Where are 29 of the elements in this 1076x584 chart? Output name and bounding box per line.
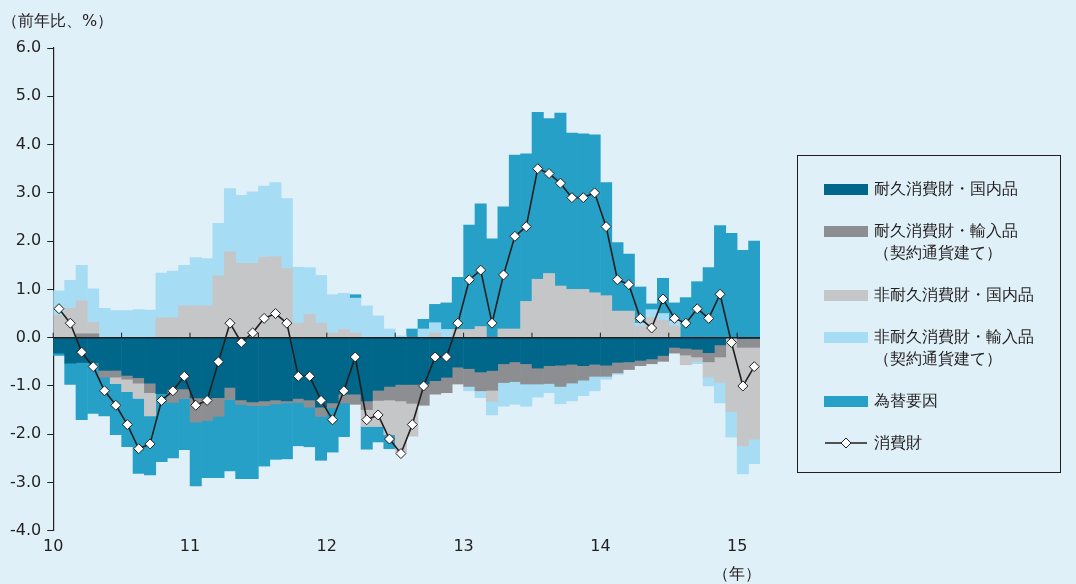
y-tick-label: -3.0 — [10, 471, 42, 491]
legend-label: 消費財 — [874, 432, 923, 454]
bar — [349, 294, 362, 299]
y-tick-label: 0.0 — [15, 326, 42, 346]
y-tick-label: -1.0 — [10, 375, 42, 395]
y-tick-label: 6.0 — [15, 37, 42, 57]
x-axis-title: （年） — [713, 564, 762, 584]
x-tick-label: 12 — [316, 535, 337, 555]
y-axis-title: （前年比、%） — [2, 11, 114, 31]
x-tick-label: 11 — [179, 535, 201, 555]
x-tick-label: 14 — [590, 535, 611, 555]
legend-label: 耐久消費財・国内品 — [874, 178, 1019, 200]
legend-label: 非耐久消費財・輸入品（契約通貨建て） — [874, 326, 1035, 370]
y-tick-label: 1.0 — [15, 278, 42, 298]
bar — [144, 382, 157, 394]
x-tick-label: 10 — [43, 535, 64, 555]
y-tick-label: -2.0 — [10, 423, 42, 443]
legend-label: 耐久消費財・輸入品（契約通貨建て） — [874, 220, 1019, 264]
y-tick-label: 3.0 — [15, 182, 42, 201]
y-tick-label: 5.0 — [15, 85, 42, 105]
legend-label: 非耐久消費財・国内品 — [874, 284, 1035, 306]
x-tick-label: 15 — [726, 535, 748, 555]
y-tick-label: 2.0 — [15, 230, 42, 250]
bar — [486, 389, 499, 402]
y-tick-label: -4.0 — [10, 519, 42, 539]
x-tick-label: 13 — [453, 535, 474, 555]
legend-label: 為替要因 — [874, 390, 939, 412]
y-tick-label: 4.0 — [15, 133, 42, 153]
bar — [725, 411, 738, 438]
